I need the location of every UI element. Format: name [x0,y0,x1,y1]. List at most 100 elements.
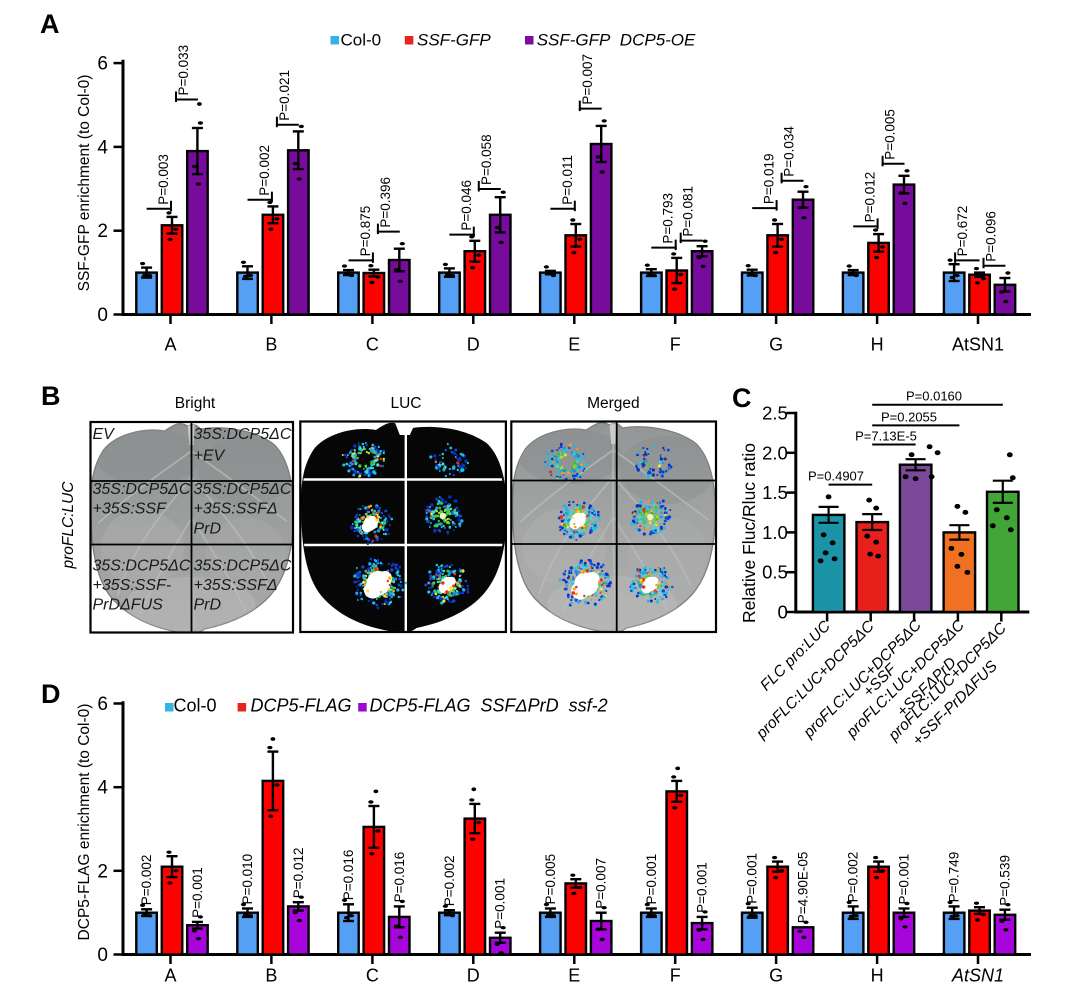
svg-text:H: H [871,335,884,355]
svg-text:B: B [265,966,277,986]
svg-text:P=0.021: P=0.021 [277,70,292,121]
svg-text:P=0.012: P=0.012 [291,848,306,899]
svg-text:LUC: LUC [390,395,421,412]
svg-text:P=0.081: P=0.081 [681,186,696,237]
svg-text:+35S:SSFΔ: +35S:SSFΔ [194,501,278,518]
svg-text:D: D [467,966,480,986]
svg-text:P=0.005: P=0.005 [883,109,898,160]
svg-text:P=0.058: P=0.058 [479,134,494,185]
svg-text:PrD: PrD [194,597,222,614]
svg-text:P=0.396: P=0.396 [378,177,393,228]
svg-text:Relative Fluc/Rluc ratio: Relative Fluc/Rluc ratio [739,443,759,623]
svg-text:2.0: 2.0 [762,442,788,463]
svg-text:35S:DCP5ΔC: 35S:DCP5ΔC [194,426,292,443]
svg-text:P=0.2055: P=0.2055 [881,409,937,424]
svg-text:P=0.003: P=0.003 [156,154,171,205]
svg-text:A: A [164,966,176,986]
svg-text:P=0.011: P=0.011 [560,155,575,205]
svg-text:P=0.001: P=0.001 [493,878,508,929]
svg-text:2: 2 [97,221,108,242]
svg-text:E: E [568,966,580,986]
svg-text:+35S:SSF-: +35S:SSF- [93,577,172,594]
svg-text:DCP5-FLAG SSFΔPrD ssf-2: DCP5-FLAG SSFΔPrD ssf-2 [370,696,608,716]
svg-text:6: 6 [97,694,108,715]
svg-text:0: 0 [778,602,788,623]
svg-text:D: D [467,335,480,355]
svg-text:P=0.001: P=0.001 [745,853,760,904]
svg-text:AtSN1: AtSN1 [952,335,1004,355]
svg-text:A: A [164,335,176,355]
svg-text:35S:DCP5ΔC: 35S:DCP5ΔC [93,481,191,498]
svg-text:SSF-GFP: SSF-GFP [417,31,491,50]
svg-text:P=0.001: P=0.001 [695,862,710,913]
svg-text:P=0.016: P=0.016 [341,850,356,901]
svg-text:0.5: 0.5 [762,562,788,583]
svg-text:1.0: 1.0 [762,522,788,543]
svg-text:P=0.672: P=0.672 [955,206,970,257]
svg-text:C: C [732,383,752,413]
svg-text:+35S:SSFΔ: +35S:SSFΔ [194,577,278,594]
svg-text:0: 0 [97,945,108,966]
svg-text:P=0.002: P=0.002 [257,145,272,196]
svg-text:35S:DCP5ΔC: 35S:DCP5ΔC [194,558,292,575]
svg-text:6: 6 [97,54,108,75]
svg-text:proFLC:LUC: proFLC:LUC [60,481,77,570]
svg-text:P=0.034: P=0.034 [782,126,797,177]
svg-text:P=0.033: P=0.033 [176,45,191,96]
svg-text:P=0.793: P=0.793 [661,193,676,244]
svg-text:P=0.001: P=0.001 [897,854,912,905]
svg-text:Merged: Merged [587,395,640,412]
svg-text:P=0.007: P=0.007 [580,54,595,105]
svg-text:P=0.005: P=0.005 [543,854,558,905]
svg-text:DCP5-FLAG: DCP5-FLAG [251,696,352,716]
svg-text:35S:DCP5ΔC: 35S:DCP5ΔC [194,481,292,498]
svg-text:PrDΔFUS: PrDΔFUS [93,597,164,614]
svg-text:2: 2 [97,861,108,882]
svg-text:2.5: 2.5 [762,403,788,424]
svg-text:F: F [670,966,681,986]
svg-text:AtSN1: AtSN1 [951,966,1004,986]
svg-text:H: H [871,966,884,986]
svg-text:P=4.90E-05: P=4.90E-05 [796,852,811,924]
svg-text:P=0.001: P=0.001 [644,854,659,905]
svg-text:Col-0: Col-0 [174,696,217,716]
svg-text:0: 0 [97,305,108,326]
svg-text:P=0.016: P=0.016 [392,852,407,903]
svg-text:SSF-GFP DCP5-OE: SSF-GFP DCP5-OE [537,31,696,50]
svg-text:1.5: 1.5 [762,482,788,503]
svg-text:P=0.046: P=0.046 [459,180,474,231]
svg-text:G: G [769,335,783,355]
svg-text:A: A [40,9,60,39]
svg-text:P=7.13E-5: P=7.13E-5 [855,429,917,444]
svg-text:DCP5-FLAG enrichment (to Col-0: DCP5-FLAG enrichment (to Col-0) [76,704,93,941]
svg-text:35S:DCP5ΔC: 35S:DCP5ΔC [93,558,191,575]
svg-text:EV: EV [93,426,116,443]
svg-text:P=0.007: P=0.007 [594,858,609,909]
svg-text:B: B [265,335,277,355]
svg-text:C: C [366,335,379,355]
svg-text:P=0.010: P=0.010 [240,854,255,905]
svg-text:P=0.002: P=0.002 [139,855,154,906]
svg-text:Col-0: Col-0 [341,31,382,50]
svg-text:P=0.4907: P=0.4907 [808,469,864,484]
svg-text:P=0.002: P=0.002 [846,852,861,903]
svg-text:P=0.749: P=0.749 [947,852,962,903]
svg-text:4: 4 [97,137,108,158]
svg-text:G: G [769,966,783,986]
svg-text:4: 4 [97,778,108,799]
svg-text:D: D [41,679,61,709]
svg-text:P=0.875: P=0.875 [358,206,373,257]
svg-text:P=0.001: P=0.001 [190,867,205,918]
svg-text:B: B [41,381,61,411]
svg-text:+35S:SSF: +35S:SSF [93,501,168,518]
svg-text:Bright: Bright [175,395,216,412]
svg-text:SSF-GFP enrichment (to Col-0): SSF-GFP enrichment (to Col-0) [76,75,93,292]
svg-text:P=0.0160: P=0.0160 [906,389,962,404]
svg-text:F: F [670,335,681,355]
svg-text:P=0.019: P=0.019 [762,153,777,204]
svg-text:E: E [568,335,580,355]
svg-text:PrD: PrD [194,521,222,538]
svg-text:P=0.539: P=0.539 [997,855,1012,906]
svg-text:P=0.002: P=0.002 [442,856,457,907]
svg-text:+EV: +EV [194,448,226,465]
